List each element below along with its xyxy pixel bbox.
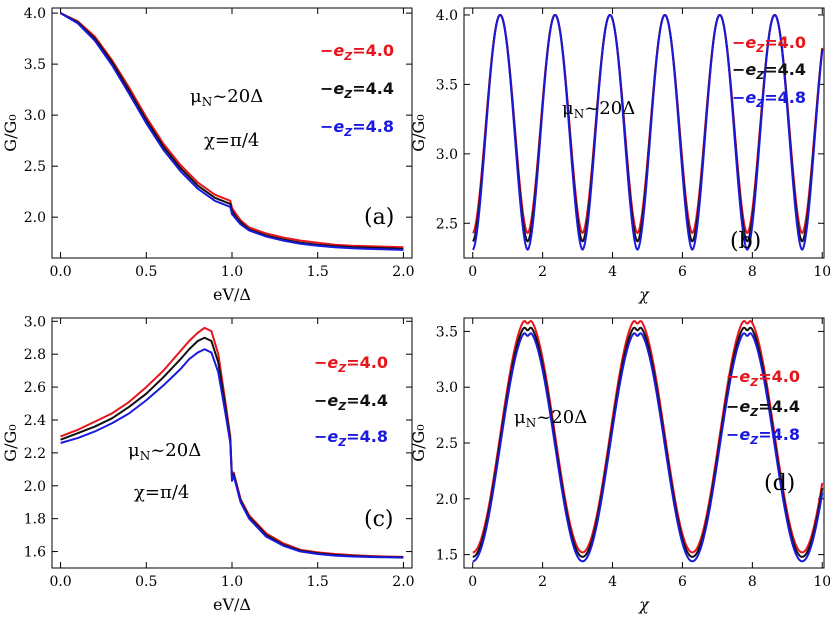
legend-entry-ez-4-0: −eZ=4.0: [314, 353, 388, 375]
x-tick-label: 8: [748, 264, 757, 280]
x-tick-label: 1.0: [221, 264, 243, 280]
y-tick-label: 2.5: [24, 159, 46, 175]
series-line-e-z-4-0: [60, 12, 404, 249]
axis-ticks: 0.0 0.5 1.0 1.5 2.0 1.6 1.8 2.0 2.2 2.4 2.6 2.8 3.0: [24, 314, 415, 590]
x-axis-label: eV/Δ: [213, 595, 251, 614]
series-curves: [472, 13, 824, 251]
panel-label: (c): [364, 507, 394, 532]
panel-d: 0 2 4 6 8 10 1.5 2.0 2.5 3.0 3.5 χ G/G₀ μN~20Δ −eZ…: [409, 317, 830, 614]
x-tick-label: 0: [468, 264, 477, 280]
x-tick-label: 1.5: [307, 264, 329, 280]
legend-entry-ez-4-8: −eZ=4.8: [314, 427, 388, 449]
y-tick-label: 2.0: [24, 210, 46, 226]
x-tick-label: 2: [538, 574, 547, 590]
annotation-mu: μN~20Δ: [514, 407, 587, 430]
series-line-e-z-4-8: [472, 13, 824, 251]
x-tick-label: 1.5: [307, 574, 329, 590]
x-tick-label: 2: [538, 264, 547, 280]
axis-ticks: 0.0 0.5 1.0 1.5 2.0 2.0 2.5 3.0 3.5 4.0: [24, 6, 415, 280]
series-line-e-z-4-8: [472, 332, 824, 563]
legend-entry-ez-4-4: −eZ=4.4: [732, 60, 806, 82]
legend-entry-ez-4-0: −eZ=4.0: [732, 33, 806, 55]
x-axis-label: eV/Δ: [213, 285, 251, 304]
series-line-e-z-4-8: [60, 12, 404, 251]
y-tick-label: 2.8: [24, 347, 46, 363]
y-axis-label: G/G₀: [409, 424, 428, 461]
series-curves: [60, 12, 404, 251]
panel-label: (a): [364, 205, 394, 230]
legend-entry-ez-4-4: −eZ=4.4: [320, 79, 394, 101]
x-tick-label: 0.5: [135, 264, 157, 280]
y-axis-label: G/G₀: [409, 114, 428, 151]
x-tick-label: 2.0: [392, 264, 414, 280]
y-tick-label: 3.0: [24, 314, 46, 330]
y-tick-label: 3.0: [24, 108, 46, 124]
legend-entry-ez-4-8: −eZ=4.8: [320, 117, 394, 139]
y-tick-label: 2.5: [436, 216, 458, 232]
x-tick-label: 10: [813, 574, 830, 590]
annotation-chi: χ=π/4: [204, 130, 259, 151]
y-tick-label: 1.5: [436, 548, 458, 564]
legend-entry-ez-4-0: −eZ=4.0: [320, 41, 394, 63]
annotation-mu: μN~20Δ: [562, 98, 635, 121]
legend-entry-ez-4-8: −eZ=4.8: [732, 88, 806, 110]
y-tick-label: 1.8: [24, 512, 46, 528]
y-axis-label: G/G₀: [1, 424, 20, 461]
y-tick-label: 2.4: [24, 413, 46, 429]
plot-frame: [463, 7, 825, 259]
x-axis-label: χ: [638, 595, 650, 614]
y-tick-label: 3.0: [436, 147, 458, 163]
y-tick-label: 2.0: [24, 479, 46, 495]
y-tick-label: 2.5: [436, 436, 458, 452]
annotation-mu: μN~20Δ: [190, 86, 263, 109]
y-tick-label: 3.5: [24, 57, 46, 73]
y-tick-label: 2.2: [24, 446, 46, 462]
y-tick-label: 2.6: [24, 380, 46, 396]
x-tick-label: 0.0: [49, 264, 71, 280]
legend-entry-ez-4-4: −eZ=4.4: [726, 397, 800, 419]
panel-b: 0 2 4 6 8 10 2.5 3.0 3.5 4.0 χ G/G₀ μN~20Δ −eZ=4.…: [409, 7, 830, 304]
y-tick-label: 3.5: [436, 324, 458, 340]
annotation-chi: χ=π/4: [134, 482, 189, 503]
x-axis-label: χ: [638, 285, 650, 304]
x-tick-label: 4: [608, 264, 617, 280]
y-tick-label: 2.0: [436, 492, 458, 508]
y-tick-label: 1.6: [24, 545, 46, 561]
panel-a: 0.0 0.5 1.0 1.5 2.0 2.0 2.5 3.0 3.5 4.0 eV/Δ G/G₀…: [1, 6, 415, 304]
legend-entry-ez-4-8: −eZ=4.8: [726, 425, 800, 447]
panel-c: 0.0 0.5 1.0 1.5 2.01.61.82.02.22.42.62.83.0 …: [1, 314, 415, 614]
x-tick-label: 0.5: [135, 574, 157, 590]
x-tick-label: 6: [678, 264, 687, 280]
legend-entry-ez-4-4: −eZ=4.4: [314, 391, 388, 413]
y-tick-label: 3.5: [436, 77, 458, 93]
y-tick-label: 4.0: [24, 6, 46, 22]
x-tick-label: 6: [678, 574, 687, 590]
y-tick-label: 3.0: [436, 380, 458, 396]
x-tick-label: 8: [748, 574, 757, 590]
x-tick-label: 4: [608, 574, 617, 590]
x-tick-label: 1.0: [221, 574, 243, 590]
x-tick-label: 2.0: [392, 574, 414, 590]
x-tick-label: 0.0: [49, 574, 71, 590]
y-axis-label: G/G₀: [1, 114, 20, 151]
annotation-mu: μN~20Δ: [128, 440, 201, 463]
axis-ticks: 0 2 4 6 8 10 2.5 3.0 3.5 4.0: [436, 8, 830, 280]
y-tick-label: 4.0: [436, 8, 458, 24]
series-line-e-z-4-8: [60, 348, 404, 559]
legend-entry-ez-4-0: −eZ=4.0: [726, 367, 800, 389]
axis-ticks: 0 2 4 6 8 10 1.5 2.0 2.5 3.0 3.5: [436, 318, 830, 590]
series-line-e-z-4-4: [60, 12, 404, 250]
series-curves: [60, 326, 404, 559]
x-tick-label: 10: [813, 264, 830, 280]
x-tick-label: 0: [468, 574, 477, 590]
panel-label: (d): [764, 471, 795, 496]
panel-label: (b): [730, 229, 761, 254]
series-line-e-z-4-0: [472, 320, 824, 554]
series-curves: [472, 320, 824, 563]
